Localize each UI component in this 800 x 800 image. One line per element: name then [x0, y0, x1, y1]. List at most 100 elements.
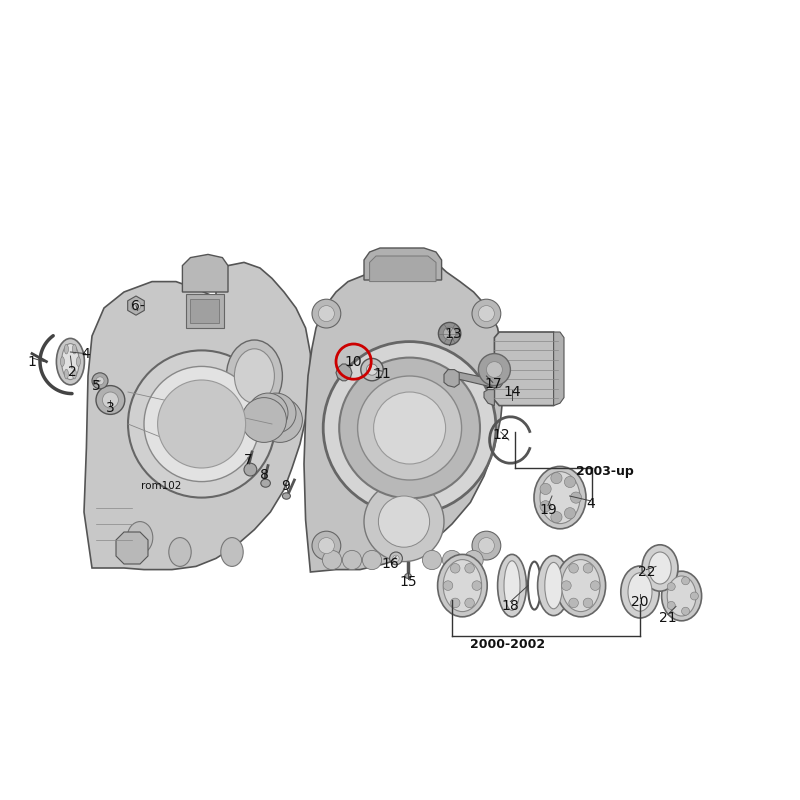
Text: 13: 13: [444, 327, 462, 342]
Ellipse shape: [628, 573, 652, 611]
Ellipse shape: [221, 538, 243, 566]
Circle shape: [393, 555, 399, 562]
Ellipse shape: [76, 357, 80, 366]
Text: 2000-2002: 2000-2002: [470, 638, 545, 650]
Circle shape: [562, 581, 571, 590]
Circle shape: [374, 392, 446, 464]
Text: 3: 3: [106, 401, 114, 415]
Circle shape: [478, 538, 494, 554]
Ellipse shape: [667, 576, 696, 616]
Text: 1: 1: [27, 354, 37, 369]
Ellipse shape: [73, 370, 77, 379]
Circle shape: [390, 552, 402, 565]
Polygon shape: [186, 294, 224, 328]
Circle shape: [244, 463, 257, 476]
Ellipse shape: [234, 349, 274, 403]
Ellipse shape: [226, 340, 282, 412]
Circle shape: [478, 306, 494, 322]
Polygon shape: [116, 532, 148, 564]
Circle shape: [96, 377, 104, 385]
Text: 6-: 6-: [130, 299, 145, 314]
Text: 19: 19: [539, 503, 557, 518]
Circle shape: [366, 364, 378, 375]
Polygon shape: [438, 384, 466, 416]
Ellipse shape: [534, 466, 586, 529]
Ellipse shape: [538, 555, 570, 616]
Circle shape: [322, 550, 342, 570]
Circle shape: [318, 538, 334, 554]
Polygon shape: [84, 262, 310, 570]
Text: 18: 18: [502, 599, 519, 614]
Circle shape: [564, 508, 575, 519]
Circle shape: [450, 563, 460, 573]
Text: 12: 12: [492, 428, 510, 442]
Text: 17: 17: [484, 377, 502, 391]
Circle shape: [443, 581, 453, 590]
Ellipse shape: [64, 370, 68, 379]
Ellipse shape: [56, 338, 85, 385]
Text: 22: 22: [638, 565, 655, 579]
Circle shape: [364, 482, 444, 562]
Circle shape: [128, 350, 275, 498]
Ellipse shape: [545, 562, 562, 609]
Circle shape: [248, 393, 288, 433]
Circle shape: [450, 598, 460, 608]
Circle shape: [256, 393, 296, 433]
Circle shape: [378, 496, 430, 547]
Circle shape: [682, 607, 690, 615]
Polygon shape: [336, 364, 352, 381]
Text: 20: 20: [631, 594, 649, 609]
Circle shape: [144, 366, 259, 482]
Polygon shape: [190, 299, 219, 323]
Circle shape: [478, 354, 510, 386]
Polygon shape: [494, 332, 558, 406]
Ellipse shape: [443, 560, 482, 611]
Circle shape: [682, 577, 690, 585]
Circle shape: [358, 376, 462, 480]
Circle shape: [583, 563, 593, 573]
Ellipse shape: [282, 493, 290, 499]
Ellipse shape: [498, 554, 526, 617]
Text: 2003-up: 2003-up: [576, 466, 634, 478]
Circle shape: [667, 582, 675, 590]
Ellipse shape: [649, 552, 671, 584]
Circle shape: [131, 301, 141, 310]
Circle shape: [361, 358, 383, 381]
Ellipse shape: [562, 560, 600, 611]
Circle shape: [443, 327, 456, 340]
Circle shape: [569, 563, 578, 573]
Circle shape: [442, 550, 462, 570]
Ellipse shape: [73, 344, 77, 354]
Circle shape: [422, 550, 442, 570]
Text: 7: 7: [244, 453, 252, 467]
Ellipse shape: [504, 561, 520, 610]
Polygon shape: [554, 332, 564, 406]
Ellipse shape: [662, 571, 702, 621]
Ellipse shape: [261, 479, 270, 487]
Circle shape: [564, 476, 575, 487]
Polygon shape: [182, 254, 228, 292]
Circle shape: [486, 362, 502, 378]
Circle shape: [472, 299, 501, 328]
Ellipse shape: [169, 538, 191, 566]
Polygon shape: [444, 370, 459, 387]
Text: 11: 11: [374, 366, 391, 381]
Circle shape: [472, 531, 501, 560]
Text: 14: 14: [503, 385, 521, 399]
Ellipse shape: [556, 554, 606, 617]
Circle shape: [312, 531, 341, 560]
Circle shape: [438, 322, 461, 345]
Text: 4: 4: [82, 346, 90, 361]
Text: 16: 16: [382, 557, 399, 571]
Circle shape: [569, 598, 578, 608]
Circle shape: [583, 598, 593, 608]
Polygon shape: [304, 251, 504, 572]
Circle shape: [102, 392, 118, 408]
Circle shape: [540, 483, 551, 494]
Ellipse shape: [62, 344, 79, 379]
Circle shape: [465, 598, 474, 608]
Ellipse shape: [405, 574, 411, 578]
Ellipse shape: [64, 344, 68, 354]
Text: 8: 8: [259, 468, 269, 482]
Circle shape: [551, 511, 562, 522]
